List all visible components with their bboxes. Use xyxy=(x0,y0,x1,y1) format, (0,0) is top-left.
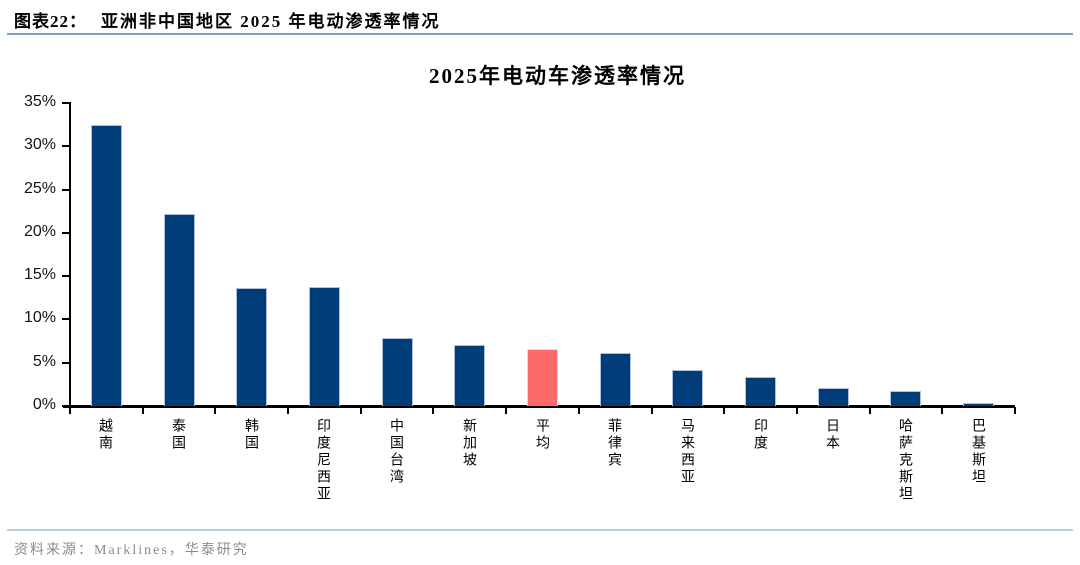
x-axis-tick xyxy=(432,407,435,414)
y-axis-tick-label: 35% xyxy=(23,93,56,110)
figure-header: 图表22： 亚洲非中国地区 2025 年电动渗透率情况 xyxy=(14,7,441,32)
bar-3 xyxy=(309,287,340,406)
x-axis-tick xyxy=(795,407,798,414)
x-axis-label: 印度 xyxy=(752,418,767,452)
x-axis-label: 马来西亚 xyxy=(679,418,694,486)
y-axis-tick xyxy=(62,102,69,104)
bar-12 xyxy=(963,403,994,406)
x-axis-line xyxy=(63,405,1015,408)
x-axis-tick xyxy=(723,407,726,414)
footer-divider xyxy=(7,529,1073,531)
x-axis-tick xyxy=(69,407,71,414)
y-axis-tick-label: 0% xyxy=(32,396,56,413)
bar-8 xyxy=(672,370,703,406)
bar-5 xyxy=(454,345,485,406)
y-axis-tick xyxy=(62,275,69,278)
y-axis-tick-label: 25% xyxy=(23,179,56,197)
bar-11 xyxy=(890,391,921,406)
x-axis-tick xyxy=(505,407,508,414)
x-axis-label: 新加坡 xyxy=(461,418,476,469)
x-axis-tick xyxy=(141,407,144,414)
y-axis-tick-label: 20% xyxy=(23,222,56,240)
x-axis-label: 印度尼西亚 xyxy=(315,418,330,503)
y-axis-tick xyxy=(62,231,69,234)
x-axis-tick xyxy=(359,407,362,414)
x-axis-tick xyxy=(1014,407,1016,414)
x-axis-label: 哈萨克斯坦 xyxy=(897,418,912,503)
y-axis-tick-label: 30% xyxy=(23,136,56,154)
bar-4 xyxy=(382,338,413,406)
y-axis-tick xyxy=(62,145,69,148)
bar-0 xyxy=(91,125,122,406)
x-axis-tick xyxy=(214,407,217,414)
y-axis-tick xyxy=(62,188,69,191)
figure-number-label: 图表22： xyxy=(14,12,87,31)
bar-10 xyxy=(818,388,849,406)
x-axis-label: 巴基斯坦 xyxy=(970,418,985,486)
x-axis-label: 韩国 xyxy=(243,418,258,452)
x-axis-label: 菲律宾 xyxy=(606,418,621,469)
chart-title: 2025年电动车渗透率情况 xyxy=(429,64,686,88)
y-axis-tick xyxy=(62,405,69,407)
y-axis-line xyxy=(69,102,71,407)
y-axis-tick xyxy=(62,361,69,364)
x-axis-label: 中国台湾 xyxy=(388,418,403,486)
x-axis-label: 日本 xyxy=(824,418,839,452)
x-axis-label: 泰国 xyxy=(170,418,185,452)
bar-7 xyxy=(600,353,631,406)
bar-9 xyxy=(745,377,776,406)
y-axis-tick xyxy=(62,318,69,321)
y-axis-tick-label: 15% xyxy=(23,266,56,284)
bar-highlight-average xyxy=(527,349,558,406)
y-axis-tick-label: 5% xyxy=(32,352,56,370)
source-note: 资料来源：Marklines，华泰研究 xyxy=(14,543,249,558)
x-axis-tick xyxy=(868,407,871,414)
x-axis-tick xyxy=(577,407,580,414)
y-axis-tick-label: 10% xyxy=(23,309,56,327)
x-axis-tick xyxy=(287,407,290,414)
x-axis-tick xyxy=(650,407,653,414)
x-axis-label: 越南 xyxy=(97,418,112,452)
figure-title: 亚洲非中国地区 2025 年电动渗透率情况 xyxy=(101,12,441,31)
bar-1 xyxy=(164,214,195,406)
x-axis-tick xyxy=(941,407,944,414)
x-axis-label: 平均 xyxy=(534,418,549,452)
bar-2 xyxy=(236,288,267,406)
header-divider xyxy=(7,33,1073,35)
